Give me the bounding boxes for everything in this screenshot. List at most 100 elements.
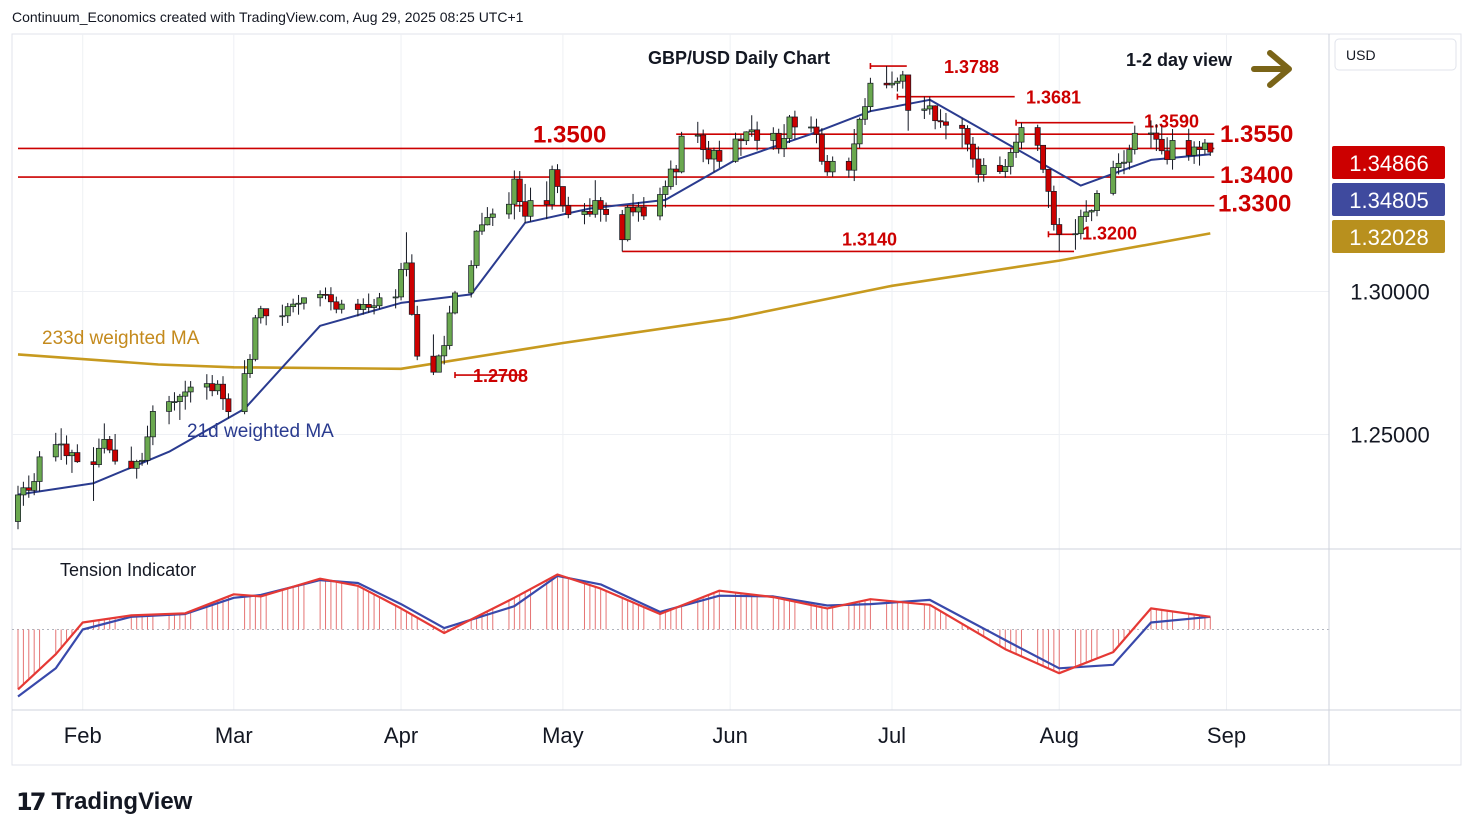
- price-badge-label: 1.34805: [1349, 188, 1429, 213]
- candle-body: [592, 200, 599, 215]
- candle: [333, 296, 340, 314]
- candle-body: [220, 383, 226, 400]
- candle-body: [975, 158, 982, 175]
- candle-body: [624, 207, 631, 241]
- candle-body: [31, 481, 38, 491]
- candle-body: [889, 82, 895, 86]
- x-tick-label: Feb: [64, 723, 102, 748]
- candle-body: [1040, 144, 1047, 170]
- candle: [133, 459, 140, 479]
- candle: [112, 433, 119, 465]
- candle-body: [473, 230, 480, 266]
- candle: [128, 446, 135, 469]
- candle-body: [1164, 150, 1171, 160]
- candle: [754, 121, 761, 151]
- candle-body: [36, 456, 43, 482]
- tradingview-logo[interactable]: 17 TradingView: [16, 788, 192, 816]
- candle-body: [845, 160, 852, 171]
- candle: [856, 117, 863, 149]
- candle: [322, 287, 329, 300]
- candle-body: [20, 487, 27, 496]
- candle: [144, 425, 151, 465]
- candle: [516, 171, 523, 212]
- candle-body: [829, 160, 836, 173]
- candle-body: [748, 129, 755, 133]
- candle-body: [630, 207, 636, 213]
- candle: [673, 165, 680, 186]
- candle: [824, 155, 831, 176]
- candle: [775, 128, 782, 154]
- candle-body: [69, 452, 75, 457]
- candle: [559, 186, 566, 212]
- chart-frame: [11, 33, 1462, 766]
- candle-body: [376, 297, 383, 307]
- axes: 1.30000 1.25000 Feb Mar Apr May Jun Jul Aug Sep 1.…: [12, 34, 1461, 765]
- candle: [452, 290, 458, 315]
- currency-button[interactable]: [1334, 38, 1457, 71]
- candle: [662, 180, 669, 208]
- candle: [527, 187, 534, 222]
- candle: [818, 128, 825, 165]
- candle: [392, 289, 399, 309]
- candle: [1201, 139, 1208, 155]
- candle-body: [559, 186, 566, 207]
- candle: [1072, 219, 1079, 250]
- candle-body: [586, 211, 593, 215]
- candle: [468, 260, 475, 298]
- candle-body: [851, 143, 858, 171]
- candle-body: [214, 383, 221, 392]
- candle: [543, 181, 550, 220]
- candle: [791, 110, 798, 140]
- candle-body: [543, 200, 550, 205]
- candle-body: [1115, 162, 1122, 168]
- candle: [295, 294, 302, 315]
- candle-body: [392, 296, 399, 299]
- candle-body: [1191, 146, 1198, 156]
- candle-body: [408, 262, 415, 315]
- candle-body: [101, 439, 108, 449]
- price-badge-label: 1.32028: [1349, 225, 1429, 250]
- candle: [252, 314, 259, 362]
- candle-body: [1050, 191, 1057, 225]
- candle-body: [1158, 138, 1165, 152]
- candle: [813, 118, 820, 144]
- candle: [862, 98, 868, 125]
- x-tick-label: Aug: [1040, 723, 1079, 748]
- level-label: 1.3300: [1218, 191, 1291, 218]
- candle: [937, 109, 944, 128]
- candle-body: [662, 186, 669, 195]
- candle-body: [1007, 152, 1014, 167]
- candle-body: [565, 205, 572, 215]
- candle-body: [1131, 132, 1138, 150]
- candle-body: [959, 124, 966, 129]
- candle-body: [144, 436, 151, 461]
- candle: [1110, 160, 1117, 196]
- candle-body: [522, 201, 529, 217]
- candle-body: [737, 138, 744, 142]
- candle: [338, 299, 345, 314]
- candle-body: [435, 355, 442, 373]
- candle: [225, 393, 232, 419]
- level-label: 1.3681: [1026, 88, 1081, 108]
- candle: [31, 473, 38, 496]
- candle: [403, 232, 410, 277]
- candle: [549, 165, 556, 210]
- candle: [398, 262, 404, 301]
- candle-body: [937, 120, 944, 123]
- candle: [894, 77, 901, 92]
- candle: [25, 475, 32, 498]
- candle-body: [1153, 132, 1160, 140]
- candle-body: [95, 447, 102, 465]
- candle-body: [1126, 149, 1133, 163]
- candle-body: [252, 317, 259, 360]
- candle-body: [176, 395, 183, 403]
- candle: [284, 302, 291, 323]
- candle: [90, 447, 97, 501]
- candle: [969, 137, 976, 168]
- candle: [1045, 168, 1052, 208]
- candle-body: [112, 449, 119, 462]
- candle-body: [1018, 127, 1025, 143]
- candle-body: [209, 383, 216, 392]
- candle: [829, 156, 836, 177]
